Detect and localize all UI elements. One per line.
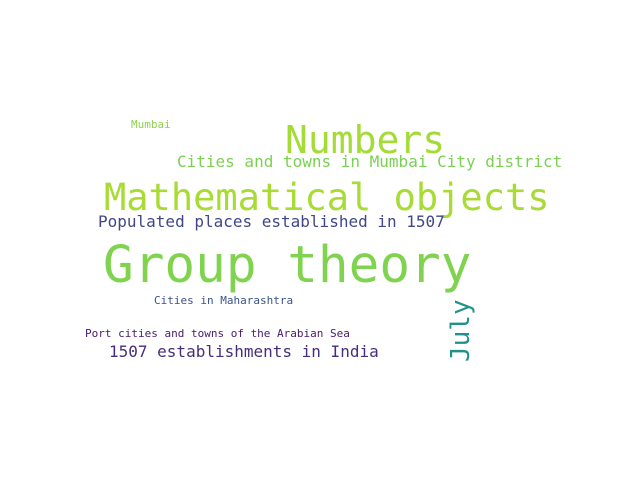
word-mathematical-objects: Mathematical objects	[104, 176, 550, 219]
word-mumbai: Mumbai	[131, 118, 171, 131]
word-1507-establishments-india: 1507 establishments in India	[109, 342, 379, 361]
word-cities-in-maharashtra: Cities in Maharashtra	[154, 294, 294, 307]
word-numbers: Numbers	[285, 118, 446, 162]
word-july: July	[446, 299, 476, 362]
word-populated-places-1507: Populated places established in 1507	[98, 212, 445, 231]
word-port-cities-arabian-sea: Port cities and towns of the Arabian Sea	[85, 327, 350, 340]
word-cities-mumbai-district: Cities and towns in Mumbai City district	[177, 152, 563, 171]
word-group-theory: Group theory	[103, 236, 472, 295]
